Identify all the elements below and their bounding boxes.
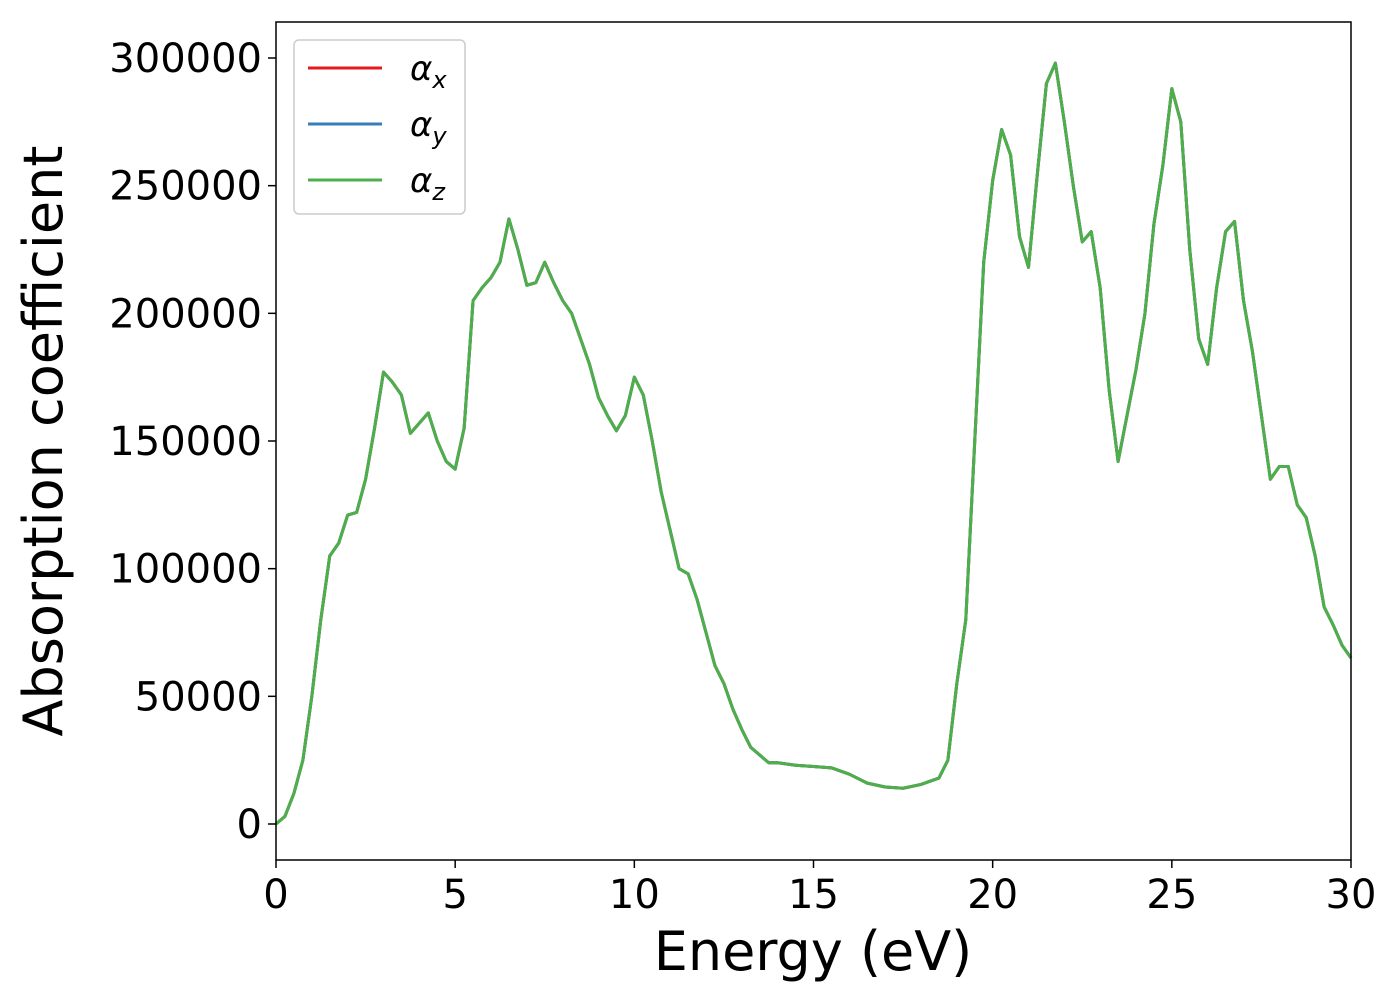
legend-label: αz: [410, 161, 446, 206]
y-tick-label: 150000: [109, 419, 262, 465]
legend-label: αx: [410, 49, 447, 94]
y-axis-label: Absorption coefficient: [12, 146, 75, 737]
x-tick-label: 20: [967, 872, 1018, 918]
x-tick-label: 0: [263, 872, 288, 918]
x-axis-label: Energy (eV): [654, 920, 973, 983]
x-tick-label: 25: [1146, 872, 1197, 918]
y-tick-label: 100000: [109, 547, 262, 593]
x-tick-label: 30: [1326, 872, 1377, 918]
x-tick-label: 10: [609, 872, 660, 918]
legend: αx αy αz: [293, 39, 466, 215]
y-tick-label: 0: [237, 802, 262, 848]
legend-box: [293, 39, 466, 215]
y-tick-label: 200000: [109, 291, 262, 337]
data-line: [275, 61, 1353, 826]
x-tick-label: 5: [442, 872, 467, 918]
y-tick-label: 50000: [135, 674, 262, 720]
plot-frame: [275, 21, 1352, 861]
y-tick-label: 300000: [109, 36, 262, 82]
x-tick-label: 15: [788, 872, 839, 918]
y-tick-label: 250000: [109, 164, 262, 210]
legend-label: αy: [410, 105, 447, 150]
